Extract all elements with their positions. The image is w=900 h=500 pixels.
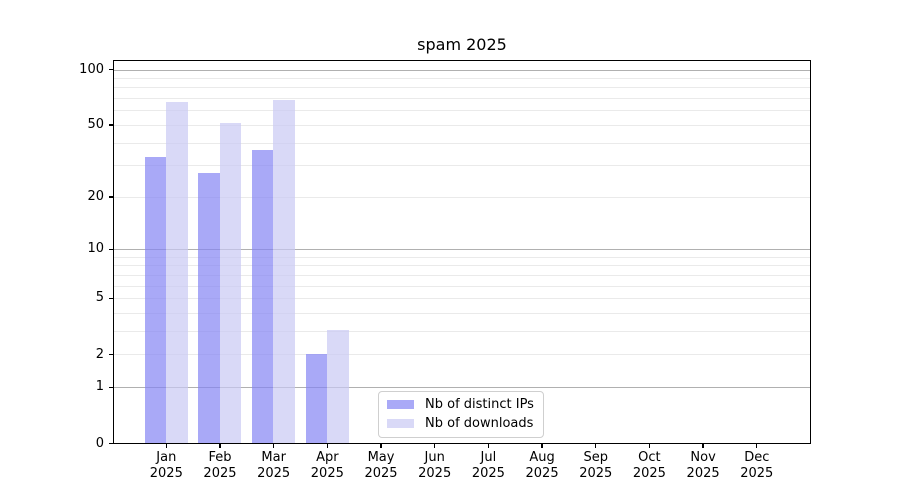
y-tick-label: 50 bbox=[87, 117, 104, 133]
x-tick-label: Sep 2025 bbox=[579, 450, 613, 481]
gridline-minor bbox=[114, 165, 810, 167]
legend-item: Nb of distinct IPs bbox=[387, 397, 534, 412]
gridline-minor bbox=[114, 285, 810, 287]
gridline-major bbox=[114, 249, 810, 251]
x-tick-mark bbox=[273, 443, 275, 448]
x-tick-mark bbox=[595, 443, 597, 448]
gridline-minor bbox=[114, 354, 810, 356]
legend-label: Nb of distinct IPs bbox=[425, 397, 534, 412]
y-tick-mark bbox=[109, 124, 113, 126]
x-tick-label: Nov 2025 bbox=[686, 450, 720, 481]
gridline-minor bbox=[114, 256, 810, 258]
x-tick-label: Dec 2025 bbox=[740, 450, 774, 481]
y-tick-mark bbox=[109, 442, 113, 445]
x-tick-label: Feb 2025 bbox=[203, 450, 237, 481]
bar-downloads bbox=[166, 102, 188, 443]
legend-swatch bbox=[387, 419, 414, 428]
y-tick-mark bbox=[109, 353, 113, 356]
y-tick-label: 20 bbox=[87, 188, 104, 204]
gridline-minor bbox=[114, 98, 810, 100]
x-tick-mark bbox=[219, 443, 221, 448]
x-tick-label: Aug 2025 bbox=[525, 450, 559, 481]
y-tick-label: 1 bbox=[95, 379, 104, 395]
x-tick-mark bbox=[756, 443, 758, 448]
y-tick-mark bbox=[109, 196, 113, 198]
y-tick-mark bbox=[109, 69, 113, 71]
x-tick-label: May 2025 bbox=[364, 450, 398, 481]
gridline-minor bbox=[114, 330, 810, 332]
x-tick-mark bbox=[165, 443, 167, 448]
x-tick-mark bbox=[702, 443, 704, 448]
bar-distinct-ips bbox=[251, 150, 274, 443]
gridline-minor bbox=[114, 142, 810, 144]
legend-label: Nb of downloads bbox=[425, 416, 534, 431]
x-tick-label: Oct 2025 bbox=[632, 450, 666, 481]
legend-item: Nb of downloads bbox=[387, 416, 534, 431]
x-tick-mark bbox=[487, 443, 490, 448]
bar-downloads bbox=[327, 330, 349, 443]
bar-distinct-ips bbox=[144, 156, 166, 443]
x-tick-label: Mar 2025 bbox=[257, 450, 291, 481]
y-tick-label: 10 bbox=[87, 241, 104, 257]
y-tick-label: 5 bbox=[95, 290, 104, 306]
x-tick-mark bbox=[434, 443, 436, 448]
bar-distinct-ips bbox=[198, 172, 220, 443]
x-tick-label: Jul 2025 bbox=[471, 450, 505, 481]
x-tick-label: Apr 2025 bbox=[310, 450, 344, 481]
x-tick-label: Jun 2025 bbox=[418, 450, 452, 481]
x-tick-mark bbox=[326, 443, 328, 448]
gridline-minor bbox=[114, 265, 810, 267]
bar-downloads bbox=[219, 122, 242, 443]
legend: Nb of distinct IPs Nb of downloads bbox=[378, 391, 544, 438]
y-tick-mark bbox=[109, 248, 113, 250]
y-tick-mark bbox=[109, 297, 113, 300]
x-tick-mark bbox=[380, 443, 382, 448]
gridline-major bbox=[114, 387, 810, 389]
chart-title: spam 2025 bbox=[417, 35, 507, 54]
x-tick-mark bbox=[541, 443, 543, 448]
x-tick-label: Jan 2025 bbox=[149, 450, 183, 481]
legend-swatch bbox=[387, 400, 414, 409]
y-tick-mark bbox=[109, 386, 113, 389]
plot-area bbox=[113, 60, 811, 444]
gridline-minor bbox=[114, 87, 810, 89]
bar-distinct-ips bbox=[305, 353, 328, 443]
y-tick-label: 0 bbox=[95, 435, 104, 451]
gridline-minor bbox=[114, 124, 810, 126]
bar-downloads bbox=[273, 99, 295, 443]
gridline-minor bbox=[114, 110, 810, 112]
y-tick-label: 100 bbox=[79, 61, 104, 77]
gridline-minor bbox=[114, 77, 810, 79]
gridline-minor bbox=[114, 312, 810, 314]
gridline-minor bbox=[114, 274, 810, 276]
gridline-major bbox=[114, 69, 810, 71]
gridline-minor bbox=[114, 196, 810, 198]
x-tick-mark bbox=[648, 443, 651, 448]
y-tick-label: 2 bbox=[95, 346, 104, 362]
gridline-minor bbox=[114, 298, 810, 300]
